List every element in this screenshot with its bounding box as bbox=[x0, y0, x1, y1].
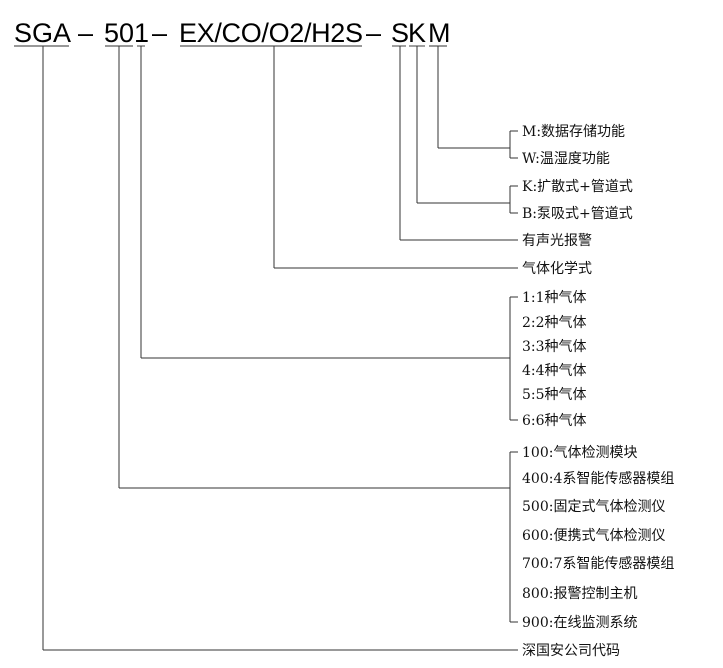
series-option-label: 600:便携式气体检测仪 bbox=[522, 528, 665, 544]
code-dash: – bbox=[152, 18, 167, 48]
code-k: K bbox=[408, 18, 426, 48]
code-series: 50 bbox=[104, 18, 134, 48]
count-option-label: 4:4种气体 bbox=[522, 363, 587, 379]
connector-lines bbox=[14, 45, 518, 651]
k-option-label: K:扩散式+管道式 bbox=[522, 179, 633, 195]
code-dash: – bbox=[78, 18, 93, 48]
m-option-label: M:数据存储功能 bbox=[522, 124, 625, 140]
code-s: S bbox=[391, 18, 409, 48]
code-sga: SGA bbox=[14, 18, 71, 48]
count-option-label: 2:2种气体 bbox=[522, 315, 587, 331]
count-option-label: 3:3种气体 bbox=[522, 339, 587, 355]
series-option-label: 700:7系智能传感器模组 bbox=[522, 555, 674, 572]
sga-label: 深国安公司代码 bbox=[522, 643, 620, 659]
code-count: 1 bbox=[134, 18, 149, 48]
series-option-label: 400:4系智能传感器模组 bbox=[522, 470, 674, 487]
series-option-label: 500:固定式气体检测仪 bbox=[522, 499, 665, 515]
series-option-label: 800:报警控制主机 bbox=[522, 586, 637, 602]
gases-label: 气体化学式 bbox=[522, 261, 592, 277]
k-option-label: B:泵吸式+管道式 bbox=[522, 206, 633, 222]
model-code: SGA – 50 1 – EX/CO/O2/H2S – S K M bbox=[14, 18, 451, 48]
count-option-label: 1:1种气体 bbox=[522, 290, 587, 306]
code-dash: – bbox=[366, 18, 381, 48]
series-option-label: 100:气体检测模块 bbox=[522, 445, 637, 461]
s-label: 有声光报警 bbox=[522, 233, 592, 249]
legend-labels: M:数据存储功能 W:温湿度功能 K:扩散式+管道式 B:泵吸式+管道式有声光报警气体… bbox=[522, 124, 674, 659]
count-option-label: 5:5种气体 bbox=[522, 387, 587, 403]
count-option-label: 6:6种气体 bbox=[522, 413, 587, 429]
code-m: M bbox=[428, 18, 451, 48]
code-gases: EX/CO/O2/H2S bbox=[179, 18, 363, 48]
series-option-label: 900:在线监测系统 bbox=[522, 615, 637, 631]
m-option-label: W:温湿度功能 bbox=[522, 151, 610, 167]
